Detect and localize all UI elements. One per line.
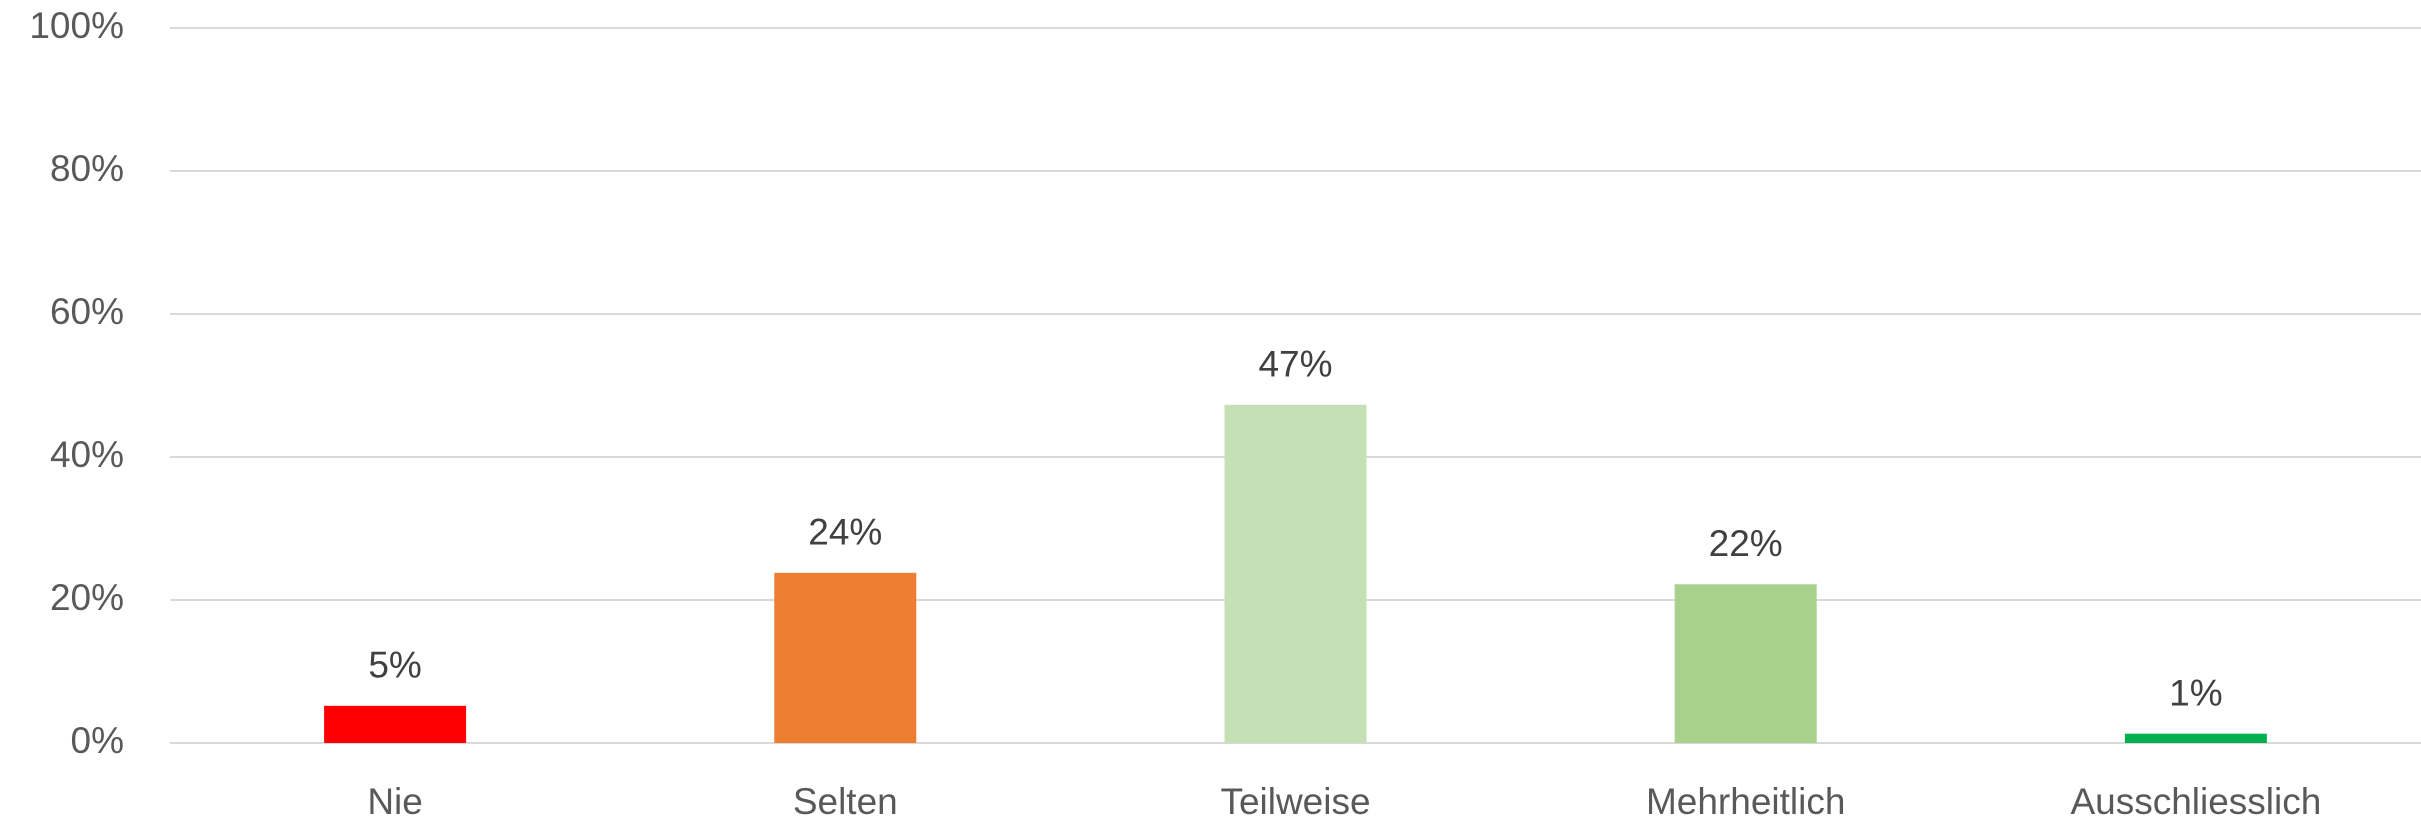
value-label: 5% — [368, 645, 421, 686]
value-label: 22% — [1709, 523, 1783, 564]
y-tick-label: 80% — [50, 148, 124, 189]
bar — [1674, 584, 1817, 743]
y-tick-label: 100% — [29, 5, 124, 46]
y-tick-label: 40% — [50, 434, 124, 475]
y-tick-label: 0% — [71, 720, 124, 761]
x-tick-label: Ausschliesslich — [2070, 781, 2321, 822]
value-label: 1% — [2169, 672, 2222, 713]
value-label: 47% — [1258, 344, 1332, 385]
bar — [2124, 733, 2267, 743]
y-tick-label: 60% — [50, 291, 124, 332]
x-tick-label: Nie — [367, 781, 423, 822]
x-tick-label: Teilweise — [1220, 781, 1370, 822]
bar — [774, 572, 917, 743]
bar — [1224, 404, 1367, 743]
y-tick-label: 20% — [50, 577, 124, 618]
x-tick-label: Selten — [793, 781, 898, 822]
x-tick-label: Mehrheitlich — [1646, 781, 1845, 822]
value-label: 24% — [808, 512, 882, 553]
bar — [324, 705, 467, 743]
